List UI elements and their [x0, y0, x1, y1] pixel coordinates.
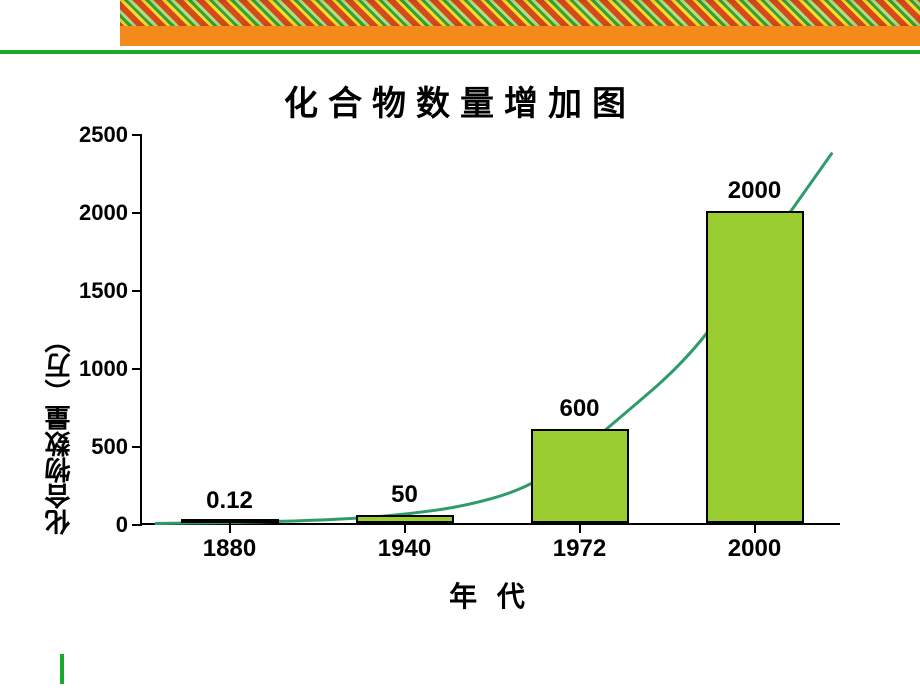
bar — [706, 211, 804, 523]
y-tick — [132, 290, 142, 292]
y-tick-label: 1000 — [79, 356, 128, 382]
chart-container: 化合物数量（万） 0500100015002000250018800.12194… — [40, 135, 880, 615]
y-tick — [132, 212, 142, 214]
bar-value-label: 2000 — [728, 177, 781, 205]
y-tick — [132, 446, 142, 448]
decorative-texture-strip — [0, 0, 920, 26]
y-tick-label: 2000 — [79, 200, 128, 226]
chart-title: 化合物数量增加图 — [0, 76, 920, 125]
bar-value-label: 50 — [391, 481, 418, 509]
y-axis-title: 化合物数量（万） — [40, 165, 77, 535]
y-tick-label: 500 — [91, 434, 128, 460]
header-band — [0, 0, 920, 54]
y-tick-label: 0 — [116, 512, 128, 538]
bar-value-label: 0.12 — [206, 487, 253, 515]
bar-value-label: 600 — [559, 395, 599, 423]
y-tick — [132, 134, 142, 136]
bar — [181, 519, 279, 523]
y-tick-label: 2500 — [79, 122, 128, 148]
green-divider-line — [0, 50, 920, 54]
bar — [531, 429, 629, 523]
plot-area: 0500100015002000250018800.12194050197260… — [140, 135, 840, 525]
y-tick — [132, 524, 142, 526]
bottom-green-accent — [60, 654, 64, 684]
y-tick-label: 1500 — [79, 278, 128, 304]
bar — [356, 515, 454, 523]
x-axis-title: 年 代 — [140, 531, 840, 615]
orange-strip — [0, 26, 920, 46]
y-tick — [132, 368, 142, 370]
